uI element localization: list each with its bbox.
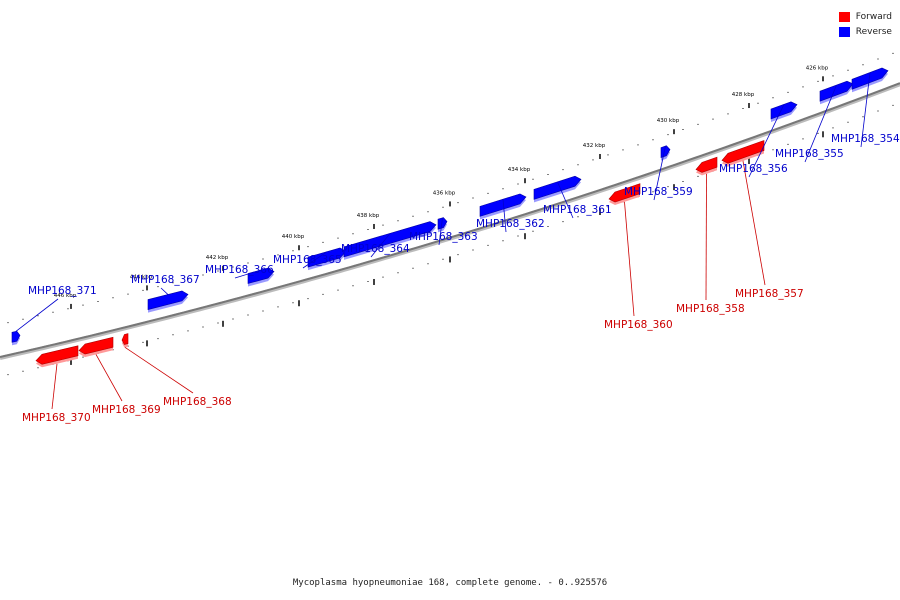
- label-leader: [804, 84, 837, 163]
- position-ticks: 446 kbp 444 kbp 442 kbp 440 kbp 438 kbp 436 k…: [7, 52, 894, 376]
- gene-label: MHP168_361: [543, 204, 612, 216]
- gene-label: MHP168_371: [28, 285, 97, 297]
- gene-label: MHP168_355: [775, 148, 844, 160]
- legend-reverse: Reverse: [838, 24, 892, 39]
- label-leader: [302, 251, 328, 269]
- gene-MHP168_364[interactable]: [343, 221, 437, 260]
- gene-MHP168_369[interactable]: [78, 336, 114, 358]
- gene-arrow: [533, 175, 582, 200]
- gene-arrow: [35, 345, 79, 365]
- gene-MHP168_362[interactable]: [479, 193, 527, 220]
- axis-label: 430 kbp: [657, 118, 680, 124]
- axis-label: 436 kbp: [433, 190, 456, 196]
- axis-label: 444 kbp: [130, 274, 153, 280]
- gene-label: MHP168_364: [341, 243, 410, 255]
- gene-arrow: [819, 80, 854, 102]
- gene-MHP168_367[interactable]: [147, 290, 189, 313]
- gene-arrow: [437, 217, 448, 230]
- legend-reverse-label: Reverse: [855, 26, 892, 37]
- gene-arrow: [78, 336, 114, 355]
- gene-MHP168_357[interactable]: [721, 140, 765, 167]
- label-leader: [370, 233, 391, 258]
- gene-arrow: [608, 183, 641, 203]
- axis-label: 438 kbp: [357, 213, 380, 219]
- gene-label: MHP168_366: [205, 264, 274, 276]
- legend: Forward Reverse: [838, 9, 892, 39]
- gene-label: MHP168_370: [22, 412, 91, 424]
- label-leader: [742, 160, 766, 286]
- gene-MHP168_354[interactable]: [851, 67, 889, 93]
- gene-arrow: [307, 247, 347, 268]
- gene-labels: MHP168_371 MHP168_370MHP168_369MHP168_368…: [15, 72, 900, 424]
- gene-MHP168_358[interactable]: [695, 156, 718, 176]
- axis-label: 434 kbp: [508, 167, 531, 173]
- label-leader: [160, 287, 169, 295]
- genome-backbone: [0, 82, 900, 360]
- gene-label: MHP168_360: [604, 319, 673, 331]
- axis-label: 428 kbp: [732, 92, 755, 98]
- gene-arrow: [695, 156, 718, 173]
- gene-arrow: [770, 101, 798, 120]
- axis-label: 426 kbp: [806, 65, 829, 71]
- reverse-swatch: [838, 26, 850, 37]
- genome-caption: Mycoplasma hyopneumoniae 168, complete g…: [292, 578, 608, 588]
- gene-arrow: [343, 221, 437, 258]
- axis-label: 442 kbp: [206, 255, 229, 261]
- label-leader: [705, 173, 707, 301]
- gene-label: MHP168_365: [273, 254, 342, 266]
- label-leader: [124, 347, 194, 394]
- label-leader: [653, 145, 666, 201]
- axis-label: 446 kbp: [54, 293, 77, 299]
- gene-features: [11, 67, 889, 368]
- label-leader: [502, 199, 507, 233]
- forward-swatch: [838, 11, 850, 22]
- label-leader: [860, 72, 871, 148]
- backbone-line: [0, 82, 900, 358]
- gene-MHP168_361[interactable]: [533, 175, 582, 203]
- label-leader: [95, 354, 123, 402]
- label-leader: [748, 104, 785, 178]
- label-leader: [234, 269, 262, 279]
- legend-forward-label: Forward: [855, 11, 892, 22]
- label-leader: [624, 201, 635, 317]
- gene-MHP168_368[interactable]: [121, 333, 129, 348]
- backbone-shadow: [0, 82, 900, 360]
- gene-label: MHP168_367: [131, 274, 200, 286]
- gene-label: MHP168_357: [735, 288, 804, 300]
- gene-arrow: [479, 193, 527, 217]
- gene-MHP168_360[interactable]: [608, 183, 641, 205]
- label-leader: [557, 181, 574, 219]
- gene-MHP168_355[interactable]: [819, 80, 854, 105]
- gene-label: MHP168_363: [409, 231, 478, 243]
- axis-label: 432 kbp: [583, 143, 606, 149]
- gene-arrow: [121, 333, 129, 345]
- gene-label: MHP168_359: [624, 186, 693, 198]
- label-leader: [15, 298, 59, 332]
- legend-forward: Forward: [838, 9, 892, 24]
- gene-arrow: [147, 290, 189, 310]
- gene-label: MHP168_368: [163, 396, 232, 408]
- gene-MHP168_363[interactable]: [437, 217, 448, 233]
- gene-MHP168_371[interactable]: [11, 330, 21, 346]
- gene-arrow: [11, 330, 21, 343]
- gene-label: MHP168_362: [476, 218, 545, 230]
- gene-label: MHP168_354: [831, 133, 900, 145]
- gene-MHP168_370[interactable]: [35, 345, 79, 368]
- gene-arrow: [721, 140, 765, 164]
- gene-MHP168_365[interactable]: [307, 247, 347, 271]
- gene-label: MHP168_358: [676, 303, 745, 315]
- label-leader: [438, 217, 443, 246]
- gene-arrow: [660, 145, 671, 159]
- axis-label: 440 kbp: [282, 234, 305, 240]
- gene-arrow: [851, 67, 889, 90]
- gene-label: MHP168_356: [719, 163, 788, 175]
- label-leader: [51, 363, 58, 410]
- gene-label: MHP168_369: [92, 404, 161, 416]
